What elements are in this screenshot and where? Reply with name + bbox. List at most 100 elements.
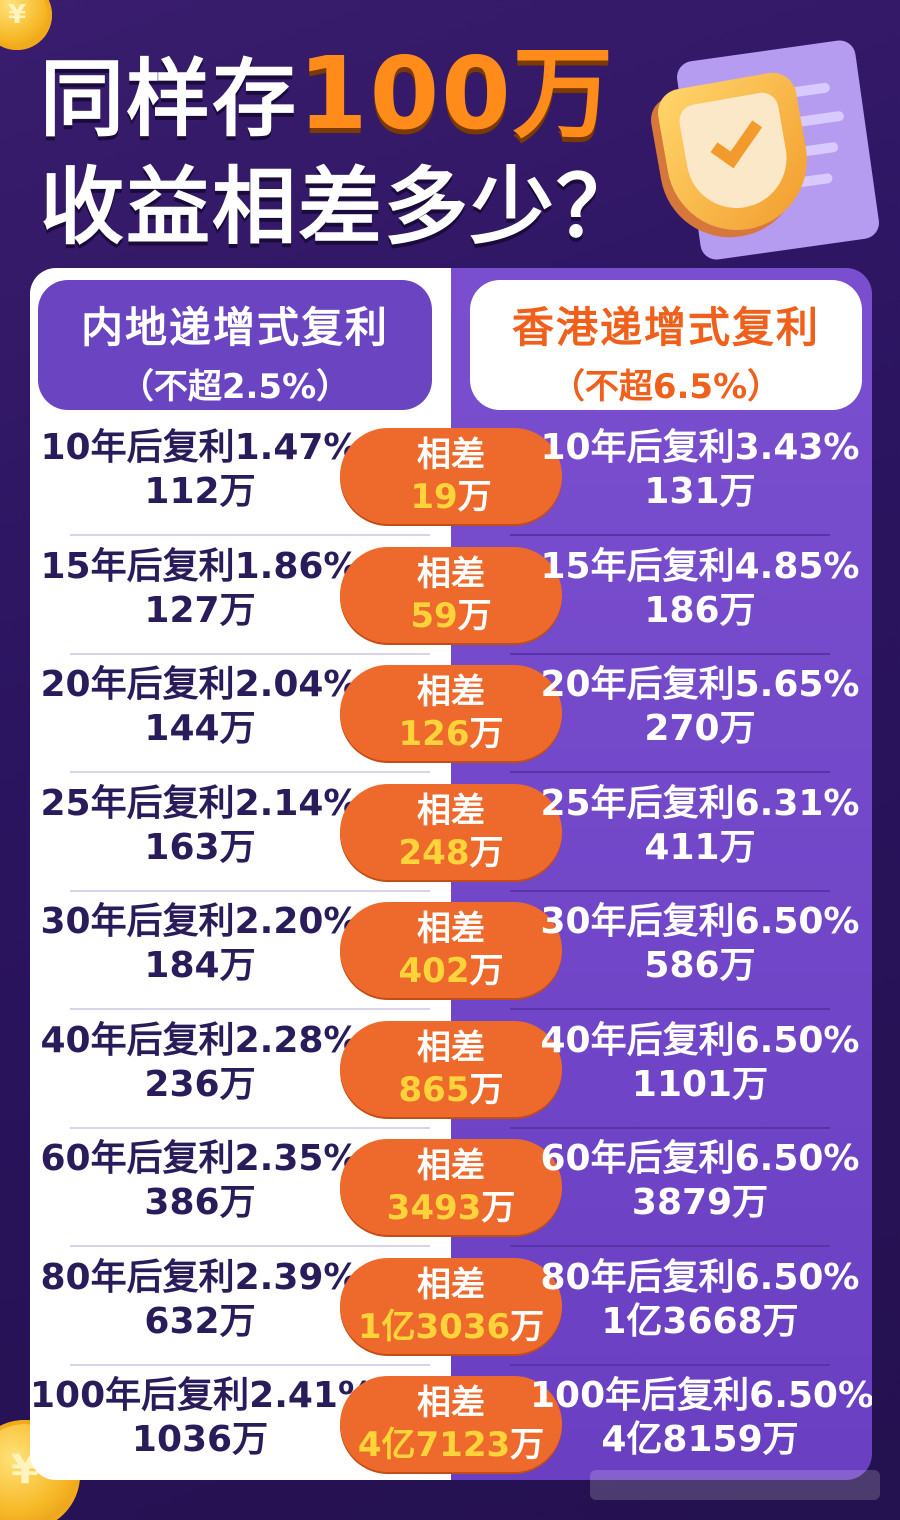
mainland-header: 内地递增式复利 （不超2.5%） — [38, 280, 432, 410]
difference-number: 865 — [398, 1069, 470, 1110]
difference-badge: 相差 865万 — [340, 1020, 562, 1117]
difference-label: 相差 — [417, 790, 485, 831]
mainland-cell: 60年后复利2.35% 386万 — [30, 1137, 370, 1225]
hongkong-amount: 1亿3668万 — [601, 1300, 799, 1342]
hongkong-rate: 15年后复利4.85% — [540, 545, 860, 587]
hongkong-amount: 1101万 — [631, 1063, 769, 1105]
hongkong-amount: 270万 — [644, 708, 756, 749]
mainland-cell: 15年后复利1.86% 127万 — [30, 545, 370, 633]
difference-value: 4亿7123万 — [340, 1424, 562, 1466]
watermark — [590, 1470, 880, 1500]
hongkong-rate: 25年后复利6.31% — [540, 782, 860, 824]
mainland-header-subtitle: （不超2.5%） — [119, 367, 351, 407]
row-divider — [70, 1008, 430, 1010]
difference-unit: 万 — [469, 832, 504, 873]
difference-number: 402 — [398, 951, 470, 991]
mainland-amount: 112万 — [144, 471, 256, 512]
difference-value: 19万 — [340, 476, 562, 518]
comparison-row: 40年后复利2.28% 236万 相差 865万 40年后复利6.50% 1101万 — [30, 1011, 872, 1129]
difference-label: 相差 — [417, 1146, 485, 1186]
page-title: 同样存100万 收益相差多少？ — [40, 40, 660, 261]
title-highlight: 100万 — [298, 35, 615, 152]
row-divider — [70, 889, 430, 892]
row-divider — [70, 1363, 430, 1366]
difference-number: 1亿3036 — [357, 1306, 511, 1347]
hongkong-rate: 30年后复利6.50% — [540, 901, 860, 942]
hongkong-amount: 586万 — [644, 945, 756, 986]
difference-number: 248 — [398, 832, 470, 873]
mainland-amount: 1036万 — [131, 1419, 269, 1460]
mainland-rate: 60年后复利2.35% — [40, 1138, 360, 1179]
mainland-rate: 80年后复利2.39% — [40, 1256, 360, 1298]
mainland-amount: 184万 — [144, 945, 256, 986]
mainland-cell: 20年后复利2.04% 144万 — [30, 663, 370, 751]
hongkong-amount: 411万 — [644, 826, 756, 868]
difference-unit: 万 — [481, 1188, 516, 1228]
hongkong-amount: 4亿8159万 — [601, 1419, 799, 1460]
comparison-panel: 内地递增式复利 （不超2.5%） 香港递增式复利 （不超6.5%） 10年后复利… — [30, 268, 872, 1480]
row-divider — [70, 652, 430, 655]
difference-badge: 相差 4亿7123万 — [340, 1376, 562, 1472]
comparison-row: 30年后复利2.20% 184万 相差 402万 30年后复利6.50% 586万 — [30, 892, 872, 1010]
hongkong-rate: 60年后复利6.50% — [540, 1138, 860, 1179]
mainland-rate: 40年后复利2.28% — [40, 1019, 360, 1061]
difference-label: 相差 — [417, 553, 485, 594]
comparison-row: 80年后复利2.39% 632万 相差 1亿3036万 80年后复利6.50% 1亿366… — [30, 1248, 872, 1366]
row-divider — [510, 889, 830, 892]
difference-label: 相差 — [417, 435, 485, 475]
comparison-row: 25年后复利2.14% 163万 相差 248万 25年后复利6.31% 411万 — [30, 774, 872, 892]
hongkong-header: 香港递增式复利 （不超6.5%） — [470, 280, 862, 410]
difference-value: 402万 — [340, 950, 562, 992]
mainland-cell: 100年后复利2.41% 1036万 — [30, 1374, 374, 1462]
hongkong-amount: 131万 — [644, 471, 756, 512]
difference-value: 865万 — [340, 1069, 562, 1111]
difference-badge: 相差 19万 — [340, 428, 562, 524]
hongkong-amount: 3879万 — [631, 1182, 769, 1223]
difference-badge: 相差 59万 — [340, 546, 562, 643]
mainland-rate: 25年后复利2.14% — [40, 782, 360, 824]
difference-number: 126 — [398, 714, 470, 754]
hongkong-cell: 30年后复利6.50% 586万 — [530, 900, 870, 988]
difference-value: 126万 — [340, 713, 562, 755]
mainland-cell: 30年后复利2.20% 184万 — [30, 900, 370, 988]
mainland-rate: 30年后复利2.20% — [40, 901, 360, 942]
row-divider — [510, 1363, 830, 1366]
hongkong-rate: 80年后复利6.50% — [540, 1256, 860, 1298]
mainland-amount: 163万 — [144, 826, 256, 868]
difference-unit: 万 — [457, 477, 492, 517]
hongkong-header-title: 香港递增式复利 — [511, 303, 820, 352]
mainland-amount: 632万 — [144, 1300, 256, 1342]
mainland-rate: 15年后复利1.86% — [40, 545, 360, 587]
difference-unit: 万 — [510, 1425, 545, 1465]
difference-badge: 相差 126万 — [340, 665, 562, 761]
mainland-amount: 236万 — [144, 1063, 256, 1105]
title-line-1: 同样存100万 — [40, 40, 660, 153]
hongkong-rate: 100年后复利6.50% — [530, 1375, 872, 1416]
difference-value: 248万 — [340, 832, 562, 874]
difference-label: 相差 — [417, 1264, 485, 1305]
difference-number: 19 — [410, 477, 458, 517]
difference-label: 相差 — [417, 1383, 485, 1423]
difference-badge: 相差 248万 — [340, 783, 562, 880]
mainland-amount: 144万 — [144, 708, 256, 749]
comparison-row: 60年后复利2.35% 386万 相差 3493万 60年后复利6.50% 3879万 — [30, 1129, 872, 1247]
mainland-header-title: 内地递增式复利 — [80, 303, 389, 352]
comparison-row: 15年后复利1.86% 127万 相差 59万 15年后复利4.85% 186万 — [30, 537, 872, 655]
hongkong-cell: 15年后复利4.85% 186万 — [530, 545, 870, 633]
mainland-cell: 40年后复利2.28% 236万 — [30, 1019, 370, 1107]
row-divider — [510, 534, 830, 536]
mainland-rate: 20年后复利2.04% — [40, 664, 360, 705]
hongkong-cell: 80年后复利6.50% 1亿3668万 — [530, 1256, 870, 1344]
row-divider — [510, 1126, 830, 1129]
title-prefix: 同样存 — [40, 50, 299, 148]
row-divider — [70, 1245, 430, 1247]
mainland-cell: 80年后复利2.39% 632万 — [30, 1256, 370, 1344]
difference-label: 相差 — [417, 1027, 485, 1068]
mainland-cell: 25年后复利2.14% 163万 — [30, 782, 370, 870]
difference-unit: 万 — [457, 595, 492, 636]
row-divider — [510, 1008, 830, 1010]
hongkong-cell: 40年后复利6.50% 1101万 — [530, 1019, 870, 1107]
row-divider — [510, 1245, 830, 1247]
mainland-amount: 386万 — [144, 1182, 256, 1223]
difference-label: 相差 — [417, 909, 485, 949]
